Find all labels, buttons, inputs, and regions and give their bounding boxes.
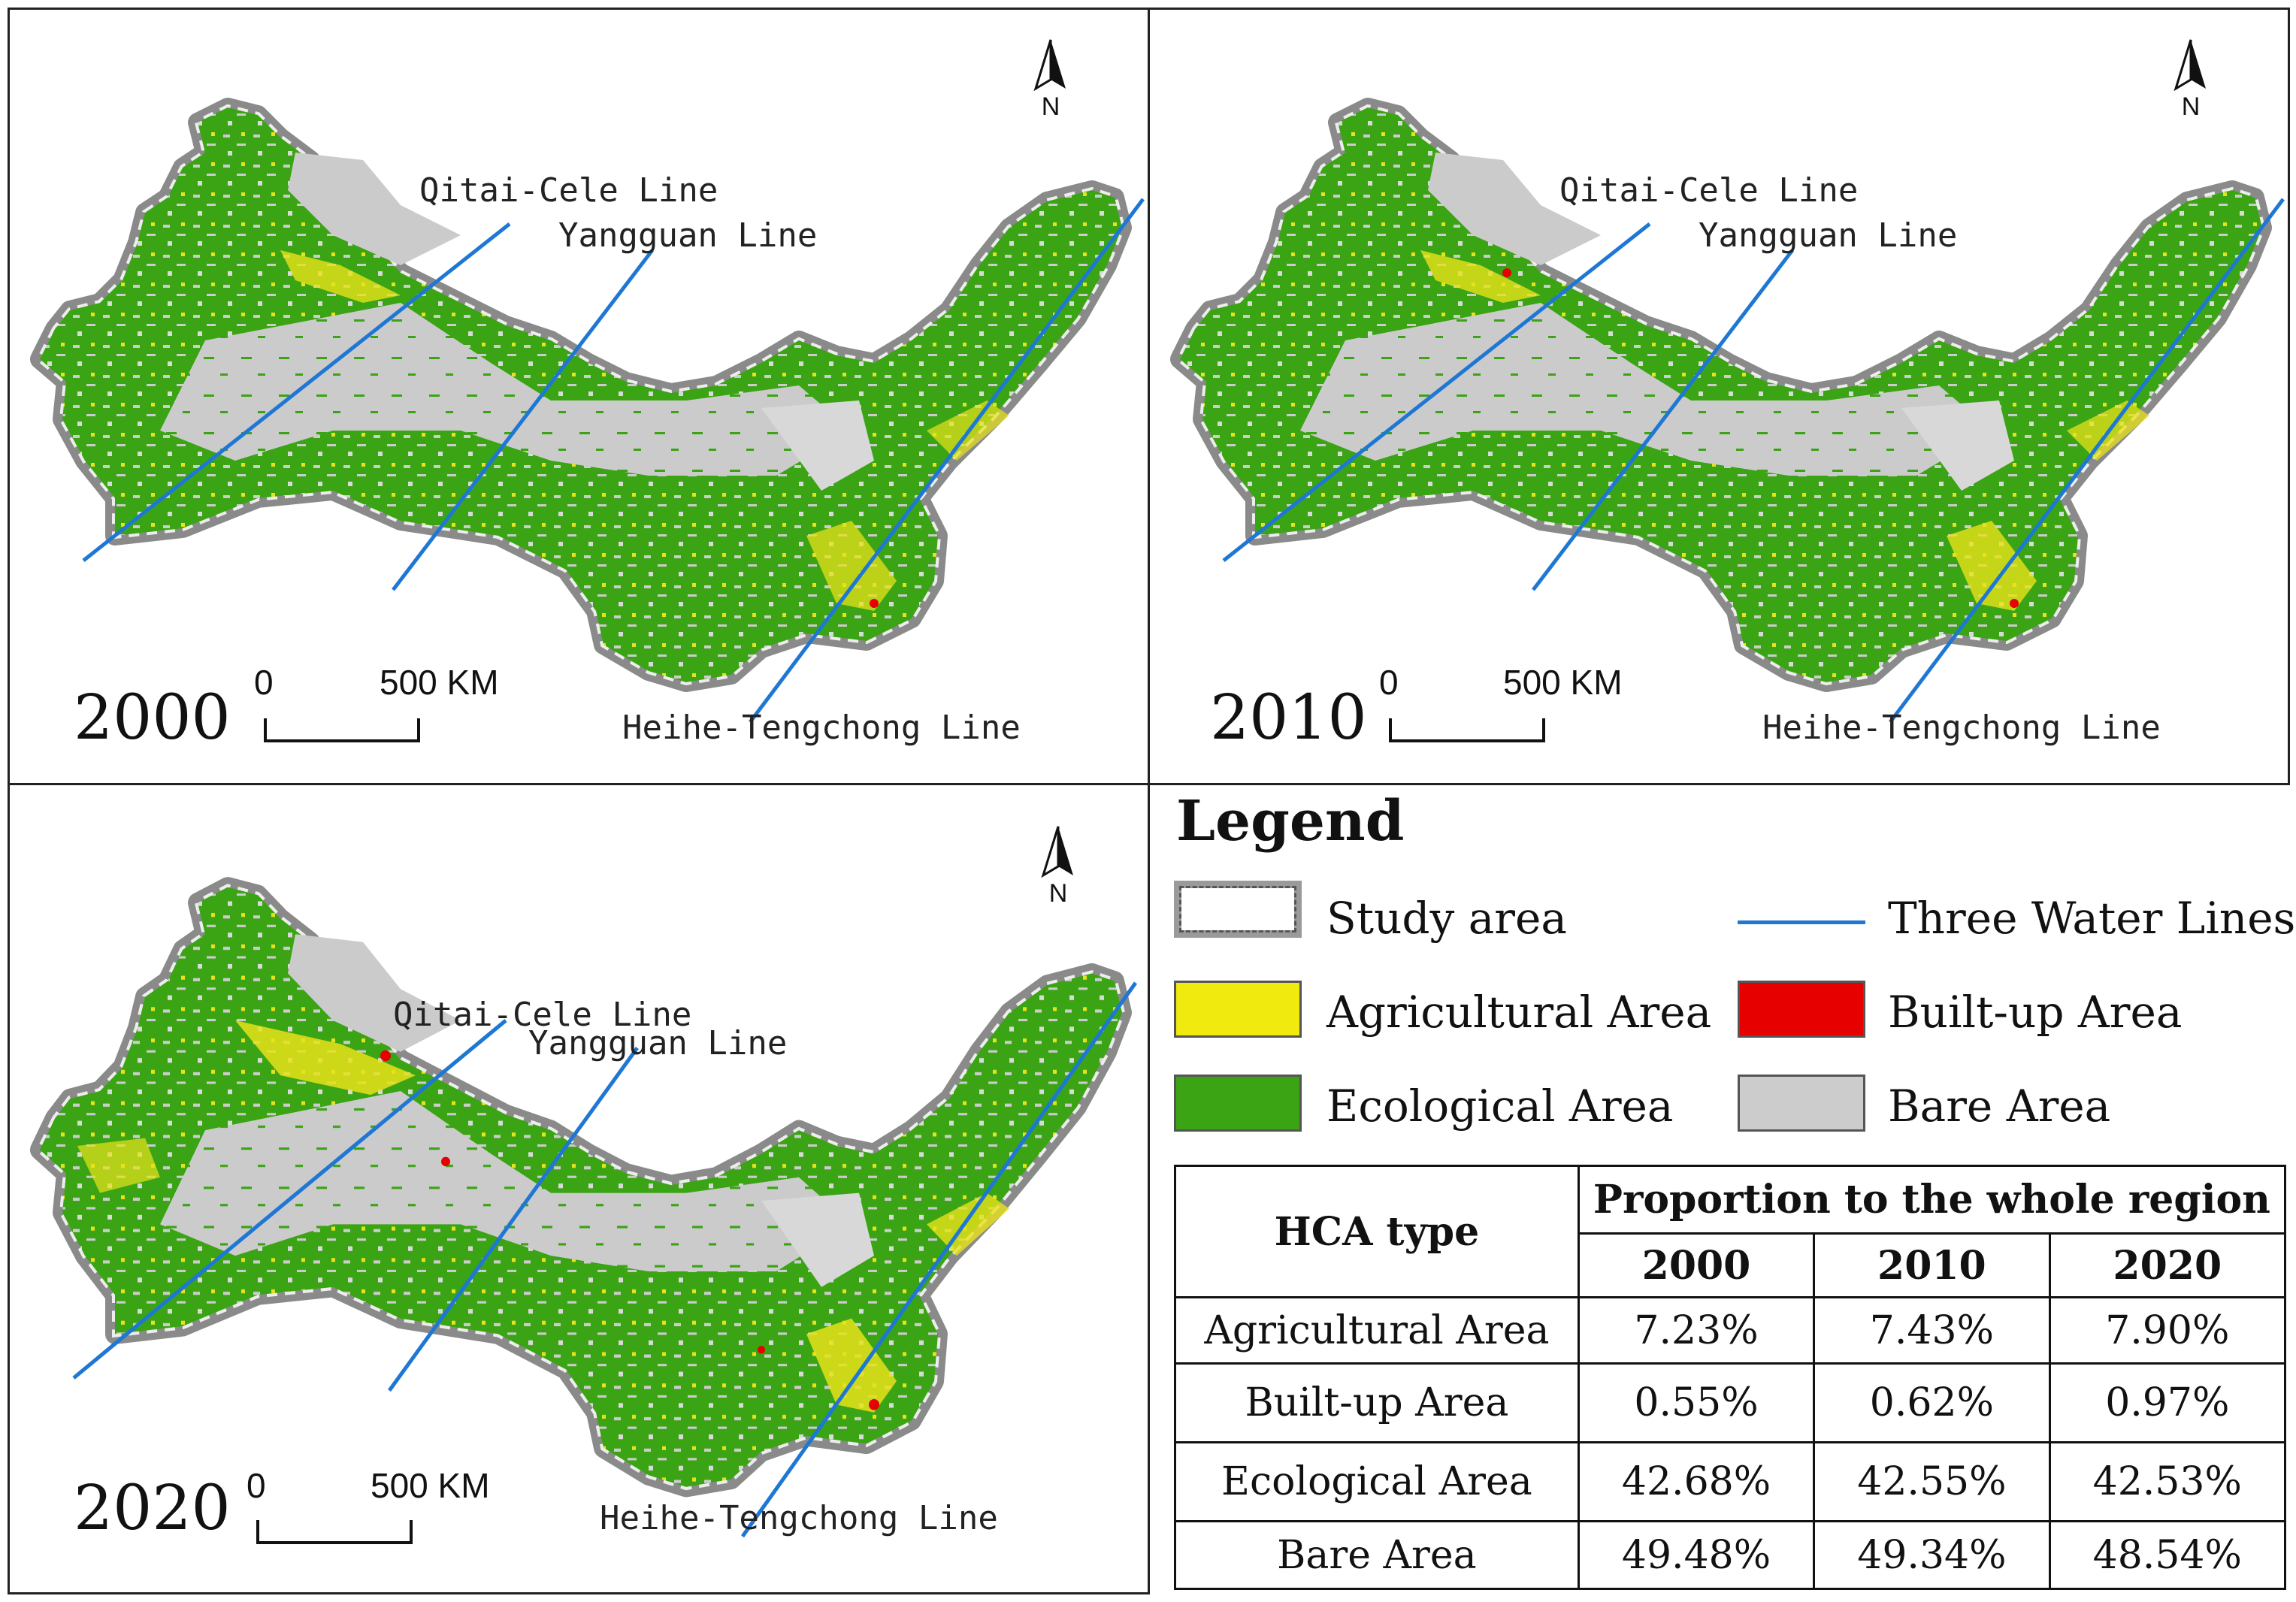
scale-zero: 0 — [254, 663, 274, 702]
row-value: 7.43% — [1813, 1296, 2051, 1365]
hca-proportion-table: HCA type Proportion to the whole region … — [1174, 1165, 2287, 1590]
north-arrow-icon: N — [1041, 826, 1073, 905]
qitai-cele-label: Qitai-Cele Line — [393, 996, 692, 1034]
water-line-swatch — [1738, 920, 1865, 924]
row-value: 7.23% — [1577, 1296, 1816, 1365]
table-year-row: 2000 2010 2020 — [1175, 1232, 2287, 1298]
qitai-cele-label: Qitai-Cele Line — [419, 171, 718, 210]
scale-label: 500 KM — [1503, 663, 1623, 702]
table-row: Ecological Area 42.68% 42.55% 42.53% — [1174, 1441, 2287, 1522]
qitai-cele-line — [82, 222, 511, 562]
legend-bare-label: Bare Area — [1888, 1081, 2111, 1132]
legend-title: Legend — [1176, 789, 1405, 854]
heihe-tengchong-label: Heihe-Tengchong Line — [622, 709, 1021, 747]
yangguan-label: Yangguan Line — [1699, 216, 1958, 255]
scale-bar — [1389, 718, 1545, 742]
yangguan-label: Yangguan Line — [528, 1024, 788, 1062]
heihe-tengchong-label: Heihe-Tengchong Line — [600, 1499, 998, 1537]
heihe-tengchong-line — [740, 981, 1138, 1538]
svg-text:N: N — [1042, 92, 1060, 119]
row-value: 49.34% — [1813, 1520, 2051, 1590]
year-header: 2010 — [1813, 1232, 2051, 1298]
north-arrow-icon: N — [1033, 39, 1066, 119]
scale-bar — [264, 718, 420, 742]
row-value: 48.54% — [2048, 1520, 2287, 1590]
map-2010 — [1150, 10, 2285, 724]
year-header: 2020 — [2048, 1232, 2287, 1298]
row-type: Agricultural Area — [1174, 1296, 1580, 1365]
legend-built-up-label: Built-up Area — [1888, 987, 2183, 1038]
qitai-cele-line — [72, 1018, 507, 1380]
heihe-tengchong-label: Heihe-Tengchong Line — [1762, 709, 2161, 747]
row-value: 0.55% — [1577, 1362, 1816, 1443]
bare-swatch — [1738, 1075, 1865, 1132]
yangguan-line — [1532, 249, 1794, 591]
hca-type-header: HCA type — [1174, 1165, 1580, 1298]
legend-ecological-label: Ecological Area — [1326, 1081, 1674, 1132]
svg-text:N: N — [2182, 92, 2201, 119]
table-row: Bare Area 49.48% 49.34% 48.54% — [1174, 1520, 2287, 1590]
row-value: 42.53% — [2048, 1441, 2287, 1522]
scale-zero: 0 — [247, 1466, 266, 1505]
qitai-cele-line — [1222, 222, 1651, 562]
row-value: 49.48% — [1577, 1520, 1816, 1590]
table-row: Built-up Area 0.55% 0.62% 0.97% — [1174, 1362, 2287, 1443]
row-value: 7.90% — [2048, 1296, 2287, 1365]
ecological-swatch — [1174, 1075, 1302, 1132]
legend-study-area-label: Study area — [1326, 893, 1567, 944]
scale-label: 500 KM — [380, 663, 499, 702]
yangguan-label: Yangguan Line — [558, 216, 818, 255]
table-row: Agricultural Area 7.23% 7.43% 7.90% — [1174, 1296, 2287, 1365]
row-value: 42.55% — [1813, 1441, 2051, 1522]
scale-label: 500 KM — [371, 1466, 490, 1505]
map-panel-2010: Qitai-Cele Line Yangguan Line Heihe-Teng… — [1148, 8, 2290, 785]
map-year: 2000 — [74, 682, 231, 754]
legend-water-lines-label: Three Water Lines — [1888, 893, 2296, 944]
map-panel-2000: Qitai-Cele Line Yangguan Line Heihe-Teng… — [8, 8, 1150, 785]
scale-zero: 0 — [1379, 663, 1399, 702]
year-header: 2000 — [1577, 1232, 1816, 1298]
heihe-tengchong-line — [1889, 198, 2285, 724]
built-up-swatch — [1738, 981, 1865, 1038]
map-2020 — [10, 785, 1138, 1538]
proportion-header: Proportion to the whole region — [1577, 1165, 2287, 1235]
map-panel-2020: Qitai-Cele Line Yangguan Line Heihe-Teng… — [8, 783, 1150, 1594]
svg-text:N: N — [1049, 879, 1068, 905]
row-value: 0.62% — [1813, 1362, 2051, 1443]
north-arrow-icon: N — [2173, 39, 2206, 119]
map-year: 2010 — [1210, 682, 1367, 754]
scale-bar — [256, 1520, 413, 1544]
row-type: Bare Area — [1174, 1520, 1580, 1590]
map-2000 — [10, 10, 1145, 724]
agricultural-swatch — [1174, 981, 1302, 1038]
legend-agricultural-label: Agricultural Area — [1326, 987, 1712, 1038]
row-value: 42.68% — [1577, 1441, 1816, 1522]
row-type: Built-up Area — [1174, 1362, 1580, 1443]
heihe-tengchong-line — [749, 198, 1145, 724]
table-header-row: HCA type Proportion to the whole region — [1174, 1165, 2287, 1298]
row-value: 0.97% — [2048, 1362, 2287, 1443]
row-type: Ecological Area — [1174, 1441, 1580, 1522]
yangguan-line — [388, 1046, 639, 1392]
yangguan-line — [392, 249, 654, 591]
qitai-cele-label: Qitai-Cele Line — [1559, 171, 1859, 210]
study-area-swatch — [1174, 881, 1302, 938]
map-year: 2020 — [74, 1473, 231, 1544]
